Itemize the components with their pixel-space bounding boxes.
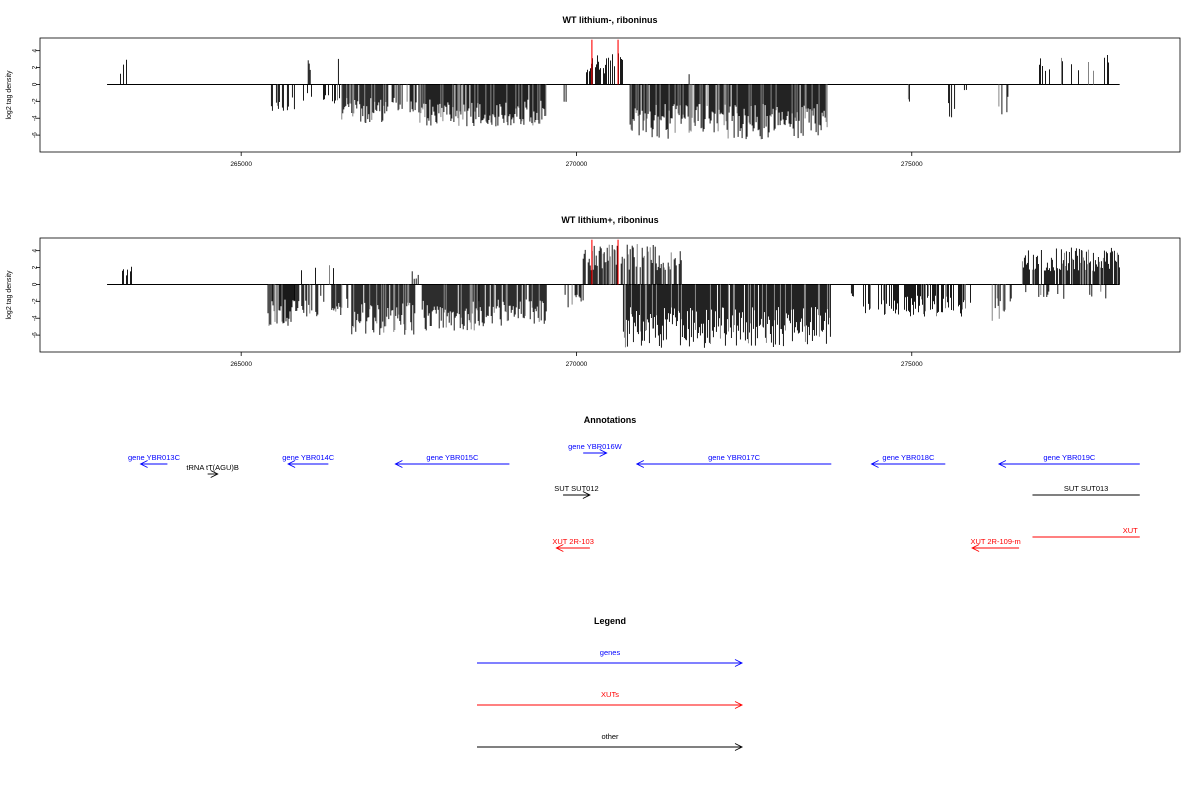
- y-tick-label: -6: [32, 332, 39, 338]
- annotations-title: Annotations: [584, 415, 637, 425]
- arrow-head: [734, 701, 744, 709]
- legend-items: genes XUTs other: [477, 648, 744, 751]
- panel-1-frame: [39, 37, 1181, 153]
- feature-gene: gene YBR018C: [870, 453, 946, 468]
- feature-label: SUT SUT012: [554, 484, 598, 493]
- legend-item-gene: genes: [477, 648, 744, 667]
- arrow-head: [971, 544, 980, 552]
- feature-gene: gene YBR016W: [568, 442, 623, 457]
- feature-other: SUT SUT013: [1032, 484, 1140, 496]
- feature-label: XUT 2R-103: [552, 537, 594, 546]
- y-tick-label: -2: [32, 298, 39, 304]
- y-tick-label: -6: [32, 132, 39, 138]
- feature-xut: XUT 2R-103: [552, 537, 594, 552]
- feature-label: gene YBR015C: [426, 453, 479, 462]
- y-tick-label: -4: [32, 115, 39, 121]
- feature-other: SUT SUT012: [554, 484, 599, 499]
- arrow-head: [394, 460, 403, 468]
- feature-label: XUT: [1123, 526, 1138, 535]
- legend-title: Legend: [594, 616, 626, 626]
- arrow-head: [734, 743, 744, 751]
- arrow-head: [139, 460, 148, 468]
- x-tick-label: 275000: [901, 361, 923, 368]
- x-tick-label: 275000: [901, 161, 923, 168]
- feature-label: gene YBR013C: [128, 453, 181, 462]
- feature-xut: XUT: [1032, 526, 1140, 538]
- arrow-head: [997, 460, 1007, 468]
- legend-panel: Legend genes XUTs other: [477, 616, 744, 751]
- arrow-head: [599, 449, 608, 457]
- feature-other: tRNA tT(AGU)B: [186, 463, 239, 478]
- panel-2-ylabel: log2 tag density: [6, 270, 13, 320]
- legend-item-other: other: [477, 732, 744, 751]
- legend-label: genes: [600, 648, 621, 657]
- panel-2: WT lithium+, riboninus 4 2 0 -2 -4 -6 265000 27…: [6, 215, 1181, 368]
- feature-gene: gene YBR013C: [128, 453, 181, 468]
- legend-item-xut: XUTs: [477, 690, 744, 709]
- feature-label: gene YBR017C: [708, 453, 761, 462]
- panel-2-bars: 4 2 0 -2 -4 -6 265000 270000 275000: [32, 239, 1120, 368]
- arrow-head: [210, 470, 219, 478]
- x-tick-label: 265000: [230, 361, 252, 368]
- feature-xut: XUT 2R-109-m: [970, 537, 1021, 552]
- arrow-head: [870, 460, 879, 468]
- arrow-head: [287, 460, 296, 468]
- x-tick-label: 265000: [230, 161, 252, 168]
- feature-label: gene YBR016W: [568, 442, 623, 451]
- annotation-features: gene YBR013C gene YBR014C gene YBR015C gene…: [128, 442, 1140, 552]
- feature-label: gene YBR019C: [1043, 453, 1096, 462]
- feature-gene: gene YBR015C: [394, 453, 510, 468]
- arrow-head: [582, 491, 591, 499]
- panel-1-bars: 4 2 0 -2 -4 -6 265000 270000 275000: [32, 39, 1120, 168]
- y-tick-label: 0: [32, 282, 39, 286]
- y-tick-label: 2: [32, 65, 39, 69]
- feature-label: gene YBR014C: [282, 453, 335, 462]
- panel-2-frame: [39, 237, 1181, 353]
- feature-gene: gene YBR019C: [997, 453, 1140, 468]
- arrow-head: [635, 460, 645, 468]
- feature-gene: gene YBR017C: [635, 453, 832, 468]
- panel-1: WT lithium-, riboninus 4 2 0 -2 -4 -6 265000 27…: [6, 15, 1181, 168]
- x-tick-label: 270000: [566, 161, 588, 168]
- panel-2-title: WT lithium+, riboninus: [561, 215, 658, 225]
- panel-1-ylabel: log2 tag density: [6, 70, 13, 120]
- feature-label: gene YBR018C: [882, 453, 935, 462]
- feature-label: tRNA tT(AGU)B: [186, 463, 239, 472]
- y-tick-label: -4: [32, 315, 39, 321]
- feature-label: SUT SUT013: [1064, 484, 1108, 493]
- y-tick-label: 0: [32, 82, 39, 86]
- legend-label: XUTs: [601, 690, 619, 699]
- legend-label: other: [601, 732, 619, 741]
- y-tick-label: -2: [32, 98, 39, 104]
- feature-label: XUT 2R-109-m: [970, 537, 1020, 546]
- y-tick-label: 4: [32, 48, 39, 52]
- x-tick-label: 270000: [566, 361, 588, 368]
- y-tick-label: 2: [32, 265, 39, 269]
- panel-1-title: WT lithium-, riboninus: [563, 15, 658, 25]
- arrow-head: [734, 659, 744, 667]
- y-tick-label: 4: [32, 248, 39, 252]
- feature-gene: gene YBR014C: [282, 453, 335, 468]
- arrow-head: [555, 544, 564, 552]
- annotations-panel: Annotations gene YBR013C gene YBR014C gene…: [128, 415, 1140, 552]
